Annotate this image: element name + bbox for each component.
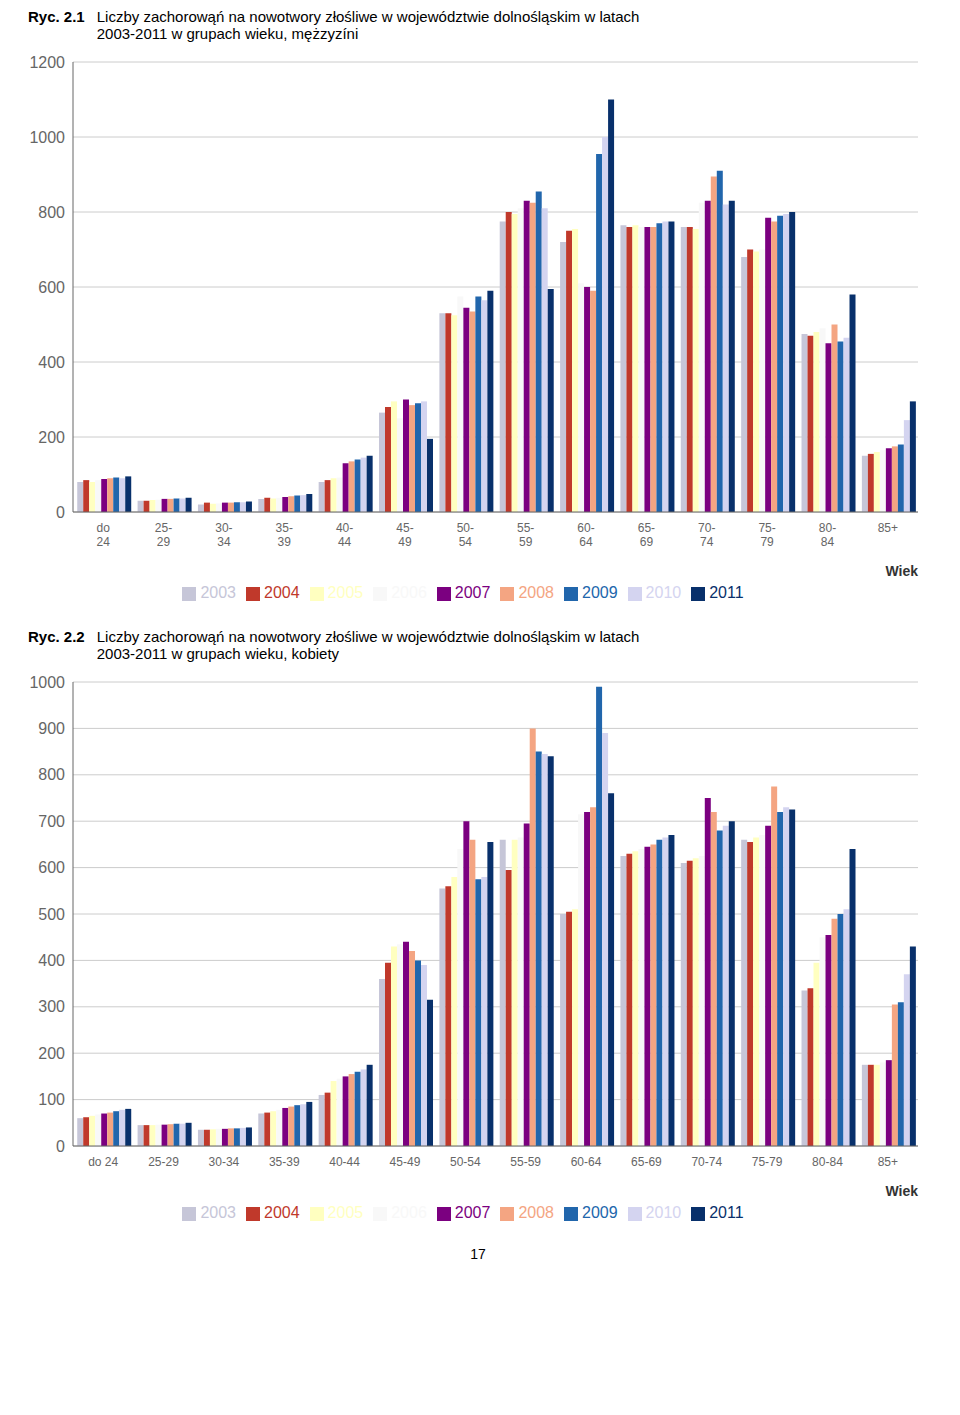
html-text:2005: 2005: [327, 1204, 364, 1221]
html-text:2008: 2008: [518, 1204, 554, 1221]
svg-text:75-79: 75-79: [752, 1155, 783, 1169]
svg-text:25-29: 25-29: [148, 1155, 179, 1169]
svg-text:50-54: 50-54: [457, 521, 474, 549]
svg-text:30-34: 30-34: [209, 1155, 240, 1169]
svg-text:45-49: 45-49: [396, 521, 413, 549]
svg-text:400: 400: [38, 952, 65, 969]
svg-text:70-74: 70-74: [691, 1155, 722, 1169]
svg-text:700: 700: [38, 813, 65, 830]
html-text:2008: 2008: [518, 584, 554, 601]
svg-text:55-59: 55-59: [517, 521, 534, 549]
svg-text:65-69: 65-69: [638, 521, 655, 549]
svg-text:60-64: 60-64: [577, 521, 594, 549]
html-text:Ryc. 2.1: Ryc. 2.1: [28, 8, 85, 25]
svg-text:1200: 1200: [29, 54, 65, 71]
svg-text:300: 300: [38, 998, 65, 1015]
svg-text:70-74: 70-74: [698, 521, 715, 549]
svg-text:75-79: 75-79: [758, 521, 775, 549]
html-text:2006: 2006: [391, 584, 427, 601]
svg-text:Wiek: Wiek: [885, 1183, 918, 1199]
svg-text:30-34: 30-34: [215, 521, 232, 549]
html-text:Ryc. 2.2: Ryc. 2.2: [28, 628, 85, 645]
svg-text:85+: 85+: [878, 521, 898, 535]
svg-text:25-29: 25-29: [155, 521, 172, 549]
html-text:Liczby zachorowąń na nowotwory: Liczby zachorowąń na nowotwory złośliwe …: [96, 628, 640, 662]
html-text:2003: 2003: [200, 584, 236, 601]
svg-text:45-49: 45-49: [390, 1155, 421, 1169]
html-text:2009: 2009: [582, 1204, 618, 1221]
svg-text:600: 600: [38, 279, 65, 296]
svg-text:Wiek: Wiek: [885, 563, 918, 579]
html-text:2004: 2004: [264, 584, 300, 601]
svg-text:35-39: 35-39: [276, 521, 293, 549]
html-text:2007: 2007: [454, 1204, 491, 1221]
svg-text:40-44: 40-44: [329, 1155, 360, 1169]
svg-text:40-44: 40-44: [336, 521, 353, 549]
html-text:2009: 2009: [582, 584, 618, 601]
svg-text:35-39: 35-39: [269, 1155, 300, 1169]
svg-text:800: 800: [38, 766, 65, 783]
svg-text:50-54: 50-54: [450, 1155, 481, 1169]
svg-text:do 24: do 24: [88, 1155, 118, 1169]
svg-text:500: 500: [38, 906, 65, 923]
svg-text:600: 600: [38, 859, 65, 876]
svg-text:1000: 1000: [29, 129, 65, 146]
svg-text:100: 100: [38, 1091, 65, 1108]
svg-text:80-84: 80-84: [819, 521, 836, 549]
svg-text:400: 400: [38, 354, 65, 371]
html-text:17: 17: [470, 1246, 486, 1262]
html-text:2011: 2011: [709, 584, 744, 601]
html-text:Liczby zachorowąń na nowotwory: Liczby zachorowąń na nowotwory złośliwe …: [96, 8, 640, 42]
html-text:2005: 2005: [327, 584, 364, 601]
svg-text:800: 800: [38, 204, 65, 221]
svg-text:900: 900: [38, 720, 65, 737]
html-text:2006: 2006: [391, 1204, 427, 1221]
svg-text:200: 200: [38, 429, 65, 446]
html-text:2004: 2004: [264, 1204, 300, 1221]
svg-text:60-64: 60-64: [571, 1155, 602, 1169]
svg-text:do24: do24: [96, 521, 110, 549]
svg-text:80-84: 80-84: [812, 1155, 843, 1169]
html-text:2011: 2011: [709, 1204, 744, 1221]
svg-text:55-59: 55-59: [510, 1155, 541, 1169]
svg-text:0: 0: [56, 1138, 65, 1155]
svg-text:85+: 85+: [878, 1155, 898, 1169]
svg-text:65-69: 65-69: [631, 1155, 662, 1169]
svg-text:0: 0: [56, 504, 65, 521]
html-text:2010: 2010: [645, 1204, 682, 1221]
html-text:2010: 2010: [645, 584, 682, 601]
html-text:2007: 2007: [454, 584, 491, 601]
svg-text:200: 200: [38, 1045, 65, 1062]
html-text:2003: 2003: [200, 1204, 236, 1221]
svg-text:1000: 1000: [29, 674, 65, 691]
